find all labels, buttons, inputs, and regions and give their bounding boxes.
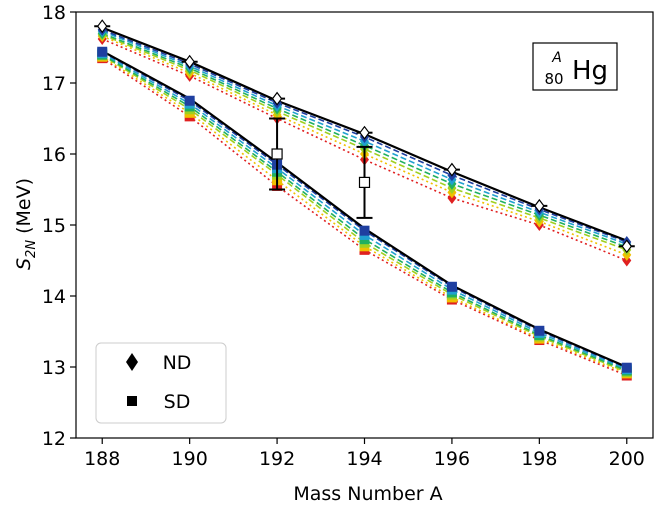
nucleus-mass-number: A xyxy=(551,50,562,66)
sd-marker-8-190 xyxy=(184,95,195,106)
y-tick-label-12: 12 xyxy=(42,428,66,450)
legend-label-nd: ND xyxy=(163,352,192,374)
legend-frame xyxy=(95,342,227,424)
nd-exp-point-192 xyxy=(271,91,283,106)
nd-exp-point-200 xyxy=(621,239,633,254)
x-tick-label-190: 190 xyxy=(172,448,208,470)
legend: ND SD xyxy=(95,342,227,424)
marker-layer xyxy=(97,23,632,381)
sd-exp-point-194 xyxy=(358,176,371,188)
sd-marker-8-196 xyxy=(446,281,457,292)
x-tick-label-194: 194 xyxy=(346,448,382,470)
legend-square-marker xyxy=(127,396,137,406)
x-tick-label-188: 188 xyxy=(84,448,120,470)
y-axis-label-unit: (MeV) xyxy=(13,178,35,240)
y-axis-label: S2N (MeV) xyxy=(13,178,39,270)
sd-marker-8-200 xyxy=(621,362,632,373)
nd-exp-point-190 xyxy=(184,54,195,69)
legend-label-sd: SD xyxy=(164,391,191,413)
y-tick-label-15: 15 xyxy=(42,215,66,237)
tick-layer: 188 190 192 194 196 198 200 12 13 14 15 16 17 18 xyxy=(42,2,645,470)
nucleus-annotation-box xyxy=(532,42,618,91)
x-tick-label-198: 198 xyxy=(521,448,557,470)
y-axis-label-symbol: S xyxy=(13,258,35,270)
sd-marker-8-198 xyxy=(534,325,545,336)
x-tick-label-192: 192 xyxy=(259,448,295,470)
sd-marker-8-194 xyxy=(359,225,370,236)
nd-exp-point-194 xyxy=(359,125,370,140)
y-axis-label-subscript: 2N xyxy=(24,240,39,258)
sd-marker-8-188 xyxy=(97,46,108,57)
y-tick-label-14: 14 xyxy=(42,286,66,308)
nd-exp-point-188 xyxy=(96,19,108,34)
y-tick-label-18: 18 xyxy=(42,2,66,24)
sd-exp-point-192 xyxy=(271,148,283,160)
x-tick-label-196: 196 xyxy=(434,448,470,470)
nucleus-element-symbol: Hg xyxy=(572,56,608,86)
legend-diamond-marker xyxy=(126,353,138,371)
y-tick-label-17: 17 xyxy=(42,73,66,95)
y-tick-label-16: 16 xyxy=(42,144,66,166)
x-tick-label-200: 200 xyxy=(609,448,645,470)
nucleus-annotation: A 80 Hg xyxy=(532,42,618,91)
experimental-data-layer xyxy=(94,19,635,254)
nd-exp-point-196 xyxy=(446,162,458,177)
x-axis-label: Mass Number A xyxy=(293,483,442,505)
nucleus-proton-number: 80 xyxy=(544,70,563,88)
nd-exp-point-198 xyxy=(534,198,545,213)
y-tick-label-13: 13 xyxy=(42,357,66,379)
